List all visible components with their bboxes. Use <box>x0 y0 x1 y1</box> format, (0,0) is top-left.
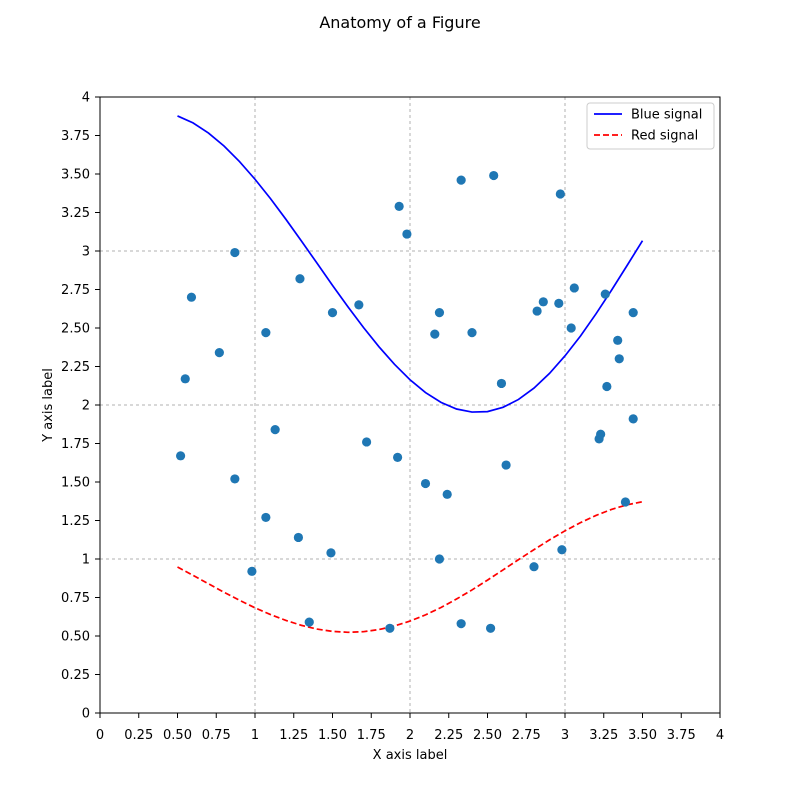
scatter-point <box>529 562 539 572</box>
scatter-point <box>326 548 336 558</box>
x-tick-label: 1 <box>251 728 259 743</box>
scatter-point <box>261 512 271 523</box>
y-tick-label: 1.25 <box>61 514 90 529</box>
scatter-point <box>393 452 403 462</box>
scatter-point <box>628 414 638 424</box>
x-tick-label: 2 <box>406 728 414 743</box>
y-tick-label: 2.75 <box>61 283 90 298</box>
x-tick-label: 0.50 <box>163 728 192 743</box>
scatter-point <box>176 451 186 461</box>
scatter-point <box>557 545 567 555</box>
scatter-point <box>486 623 496 633</box>
scatter-point <box>613 335 623 345</box>
y-tick-label: 2.50 <box>61 322 90 337</box>
scatter-point <box>566 323 576 333</box>
x-tick-label: 3.75 <box>667 728 696 743</box>
scatter-point <box>596 429 606 439</box>
x-tick-label: 3.50 <box>628 728 657 743</box>
grid <box>100 97 720 713</box>
x-axis-label: X axis label <box>373 748 448 763</box>
x-tick-label: 2.75 <box>512 728 541 743</box>
y-tick-label: 0.25 <box>61 668 90 683</box>
scatter-point <box>532 306 542 316</box>
y-tick-label: 1.75 <box>61 437 90 452</box>
y-axis-label: Y axis label <box>41 368 56 443</box>
scatter-point <box>434 554 445 564</box>
scatter-point <box>554 298 564 308</box>
scatter-point <box>327 308 338 318</box>
y-axis-ticks: 0 0.25 0.50 0.75 1 1.25 1.50 1.75 2 2.25 2.50 2.75 3… <box>61 91 100 722</box>
scatter-point <box>261 328 271 338</box>
legend-blue-signal-label: Blue signal <box>631 108 702 123</box>
scatter-point <box>230 247 240 258</box>
scatter-point <box>555 189 565 199</box>
chart-title: Anatomy of a Figure <box>319 13 480 32</box>
scatter-point <box>569 283 579 293</box>
y-tick-label: 1.50 <box>61 476 90 491</box>
y-tick-label: 3.25 <box>61 206 90 221</box>
scatter-point <box>538 297 548 307</box>
scatter-point <box>434 308 445 318</box>
series-line-blue-signal <box>177 115 644 413</box>
scatter-point <box>614 354 624 364</box>
x-tick-label: 1.25 <box>279 728 308 743</box>
scatter-point <box>602 381 612 392</box>
x-tick-label: 0 <box>96 728 104 743</box>
scatter-point <box>456 619 466 629</box>
x-axis-ticks: 0 0.25 0.50 0.75 1 1.25 1.50 1.75 2 2.25 2.50 2.75 3… <box>96 713 724 743</box>
x-tick-label: 1.50 <box>318 728 347 743</box>
legend-red-signal-label: Red signal <box>631 129 698 144</box>
scatter-point <box>385 623 395 633</box>
scatter-point <box>304 617 314 627</box>
scatter-point <box>420 478 431 489</box>
scatter-point <box>354 300 364 310</box>
scatter-point <box>496 378 507 389</box>
scatter-point <box>214 348 224 358</box>
y-tick-label: 3 <box>82 245 90 260</box>
scatter-point <box>293 532 303 543</box>
scatter-point <box>247 566 257 576</box>
scatter-point <box>628 308 638 318</box>
x-tick-label: 2.25 <box>434 728 463 743</box>
scatter-point <box>362 437 372 447</box>
y-tick-label: 0.50 <box>61 630 90 645</box>
scatter-point <box>620 497 631 507</box>
series-layer <box>176 115 644 634</box>
scatter-point <box>402 229 412 239</box>
y-tick-label: 3.50 <box>61 168 90 183</box>
scatter-point <box>186 292 197 302</box>
y-tick-label: 2.25 <box>61 360 90 375</box>
scatter-point <box>501 460 511 470</box>
y-tick-label: 2 <box>82 399 90 414</box>
scatter-point <box>270 425 280 435</box>
y-tick-label: 4 <box>82 91 90 106</box>
scatter-point <box>467 328 477 338</box>
series-line-red-signal <box>177 500 643 634</box>
scatter-point <box>600 289 610 299</box>
scatter-point <box>394 201 404 211</box>
legend: Blue signal Red signal <box>586 102 715 150</box>
x-tick-label: 3.25 <box>589 728 618 743</box>
x-tick-label: 0.25 <box>124 728 153 743</box>
x-tick-label: 3 <box>561 728 569 743</box>
scatter-point <box>489 170 499 181</box>
scatter-point <box>295 274 305 284</box>
scatter-point <box>456 175 466 185</box>
scatter-point <box>180 374 190 384</box>
x-tick-label: 4 <box>716 728 724 743</box>
scatter-point <box>430 329 440 339</box>
y-tick-label: 0 <box>82 707 90 722</box>
x-tick-label: 0.75 <box>202 728 231 743</box>
scatter-point <box>230 474 240 484</box>
x-tick-label: 2.50 <box>473 728 502 743</box>
scatter-point <box>442 489 452 499</box>
y-tick-label: 0.75 <box>61 591 90 606</box>
y-tick-label: 1 <box>82 553 90 568</box>
x-tick-label: 1.75 <box>357 728 386 743</box>
y-tick-label: 3.75 <box>61 129 90 144</box>
